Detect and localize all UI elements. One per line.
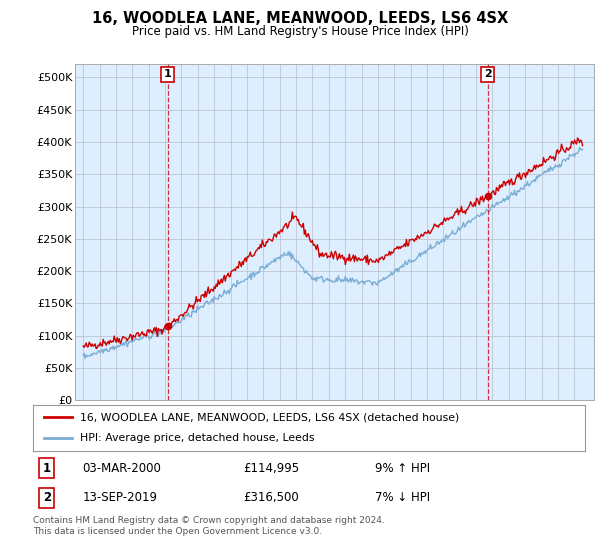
Text: 9% ↑ HPI: 9% ↑ HPI (375, 462, 430, 475)
Text: 7% ↓ HPI: 7% ↓ HPI (375, 491, 430, 504)
Text: 03-MAR-2000: 03-MAR-2000 (83, 462, 161, 475)
Text: £316,500: £316,500 (243, 491, 299, 504)
Text: 16, WOODLEA LANE, MEANWOOD, LEEDS, LS6 4SX (detached house): 16, WOODLEA LANE, MEANWOOD, LEEDS, LS6 4… (80, 412, 459, 422)
Text: Price paid vs. HM Land Registry's House Price Index (HPI): Price paid vs. HM Land Registry's House … (131, 25, 469, 38)
Text: 2: 2 (484, 69, 491, 80)
Text: 13-SEP-2019: 13-SEP-2019 (83, 491, 158, 504)
Text: HPI: Average price, detached house, Leeds: HPI: Average price, detached house, Leed… (80, 433, 314, 444)
Text: £114,995: £114,995 (243, 462, 299, 475)
Text: 16, WOODLEA LANE, MEANWOOD, LEEDS, LS6 4SX: 16, WOODLEA LANE, MEANWOOD, LEEDS, LS6 4… (92, 11, 508, 26)
Text: 1: 1 (164, 69, 172, 80)
Text: 1: 1 (43, 462, 51, 475)
Text: Contains HM Land Registry data © Crown copyright and database right 2024.
This d: Contains HM Land Registry data © Crown c… (33, 516, 385, 536)
Text: 2: 2 (43, 491, 51, 504)
